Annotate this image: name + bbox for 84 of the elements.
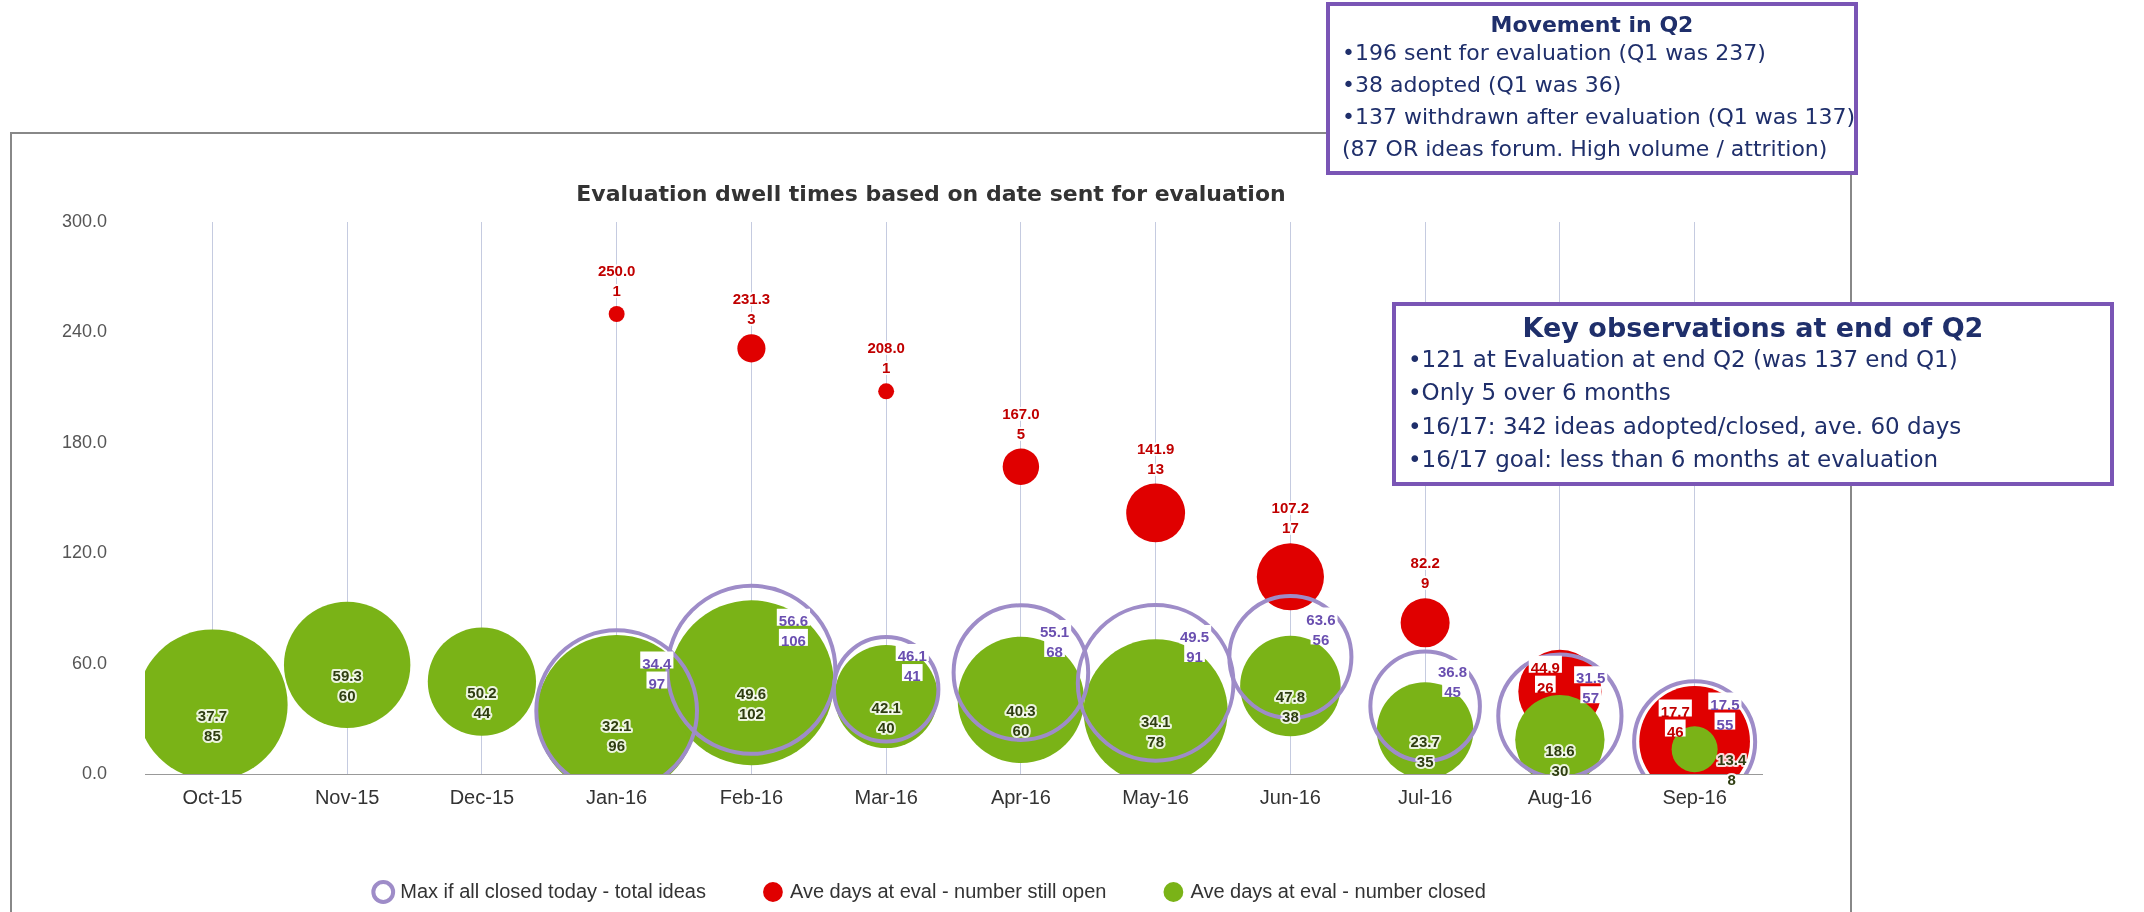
annotation: 1 xyxy=(881,359,891,377)
data-label: 59.3 xyxy=(332,667,362,685)
data-label: 32.1 xyxy=(602,717,632,735)
data-label: 250.0 xyxy=(597,262,636,280)
x-tick-label: Apr-16 xyxy=(990,785,1051,808)
data-label: 167.0 xyxy=(1002,404,1040,422)
y-tick-label: 300.0 xyxy=(62,210,108,231)
annotation: 35 xyxy=(1416,752,1434,770)
data-label: 56.6 xyxy=(778,612,808,629)
annotation: 9 xyxy=(1420,574,1430,592)
annotation: 91 xyxy=(1186,648,1203,666)
data-label: 107.2 xyxy=(1271,499,1310,517)
annotation: 45 xyxy=(1444,683,1461,701)
data-label: 49.6 xyxy=(736,684,766,702)
annotation: 44 xyxy=(473,703,491,721)
annotation: 38 xyxy=(1282,708,1299,726)
annotation: 97 xyxy=(648,674,666,692)
data-label: 208.0 xyxy=(867,339,905,357)
y-tick-label: 120.0 xyxy=(62,542,108,563)
x-tick-label: Nov-15 xyxy=(314,785,380,808)
data-label: 46.1 xyxy=(897,647,927,665)
chart-title: Evaluation dwell times based on date sent for evaluation xyxy=(576,180,1286,206)
data-label: 18.6 xyxy=(1545,741,1575,759)
legend-label: Ave days at eval - number still open xyxy=(789,879,1107,902)
annotation: 60 xyxy=(1012,721,1030,739)
annotation: 26 xyxy=(1536,678,1554,696)
y-tick-label: 180.0 xyxy=(62,431,108,452)
data-label: 141.9 xyxy=(1136,439,1175,457)
annotation: Key observations at end of Q2 •121 at Evaluation at end Q2 (was 137 end Q1) •Only 5 over 6 months •16/17: 342 ideas adopted/closed, ave. 60 days •16/17 goal: less than 6 months at evaluation xyxy=(1408,312,1985,475)
data-label: 34.1 xyxy=(1141,713,1171,731)
annotation: 17 xyxy=(1282,519,1299,537)
data-label: 47.8 xyxy=(1275,688,1305,706)
data-label: 36.8 xyxy=(1437,663,1468,681)
y-tick-label: 60.0 xyxy=(72,652,108,673)
annotation: 46 xyxy=(1666,722,1684,740)
data-label: 37.7 xyxy=(197,706,228,724)
x-tick-label: Mar-16 xyxy=(854,785,918,808)
annotation: 55 xyxy=(1716,715,1734,733)
annotation: 56 xyxy=(1312,630,1330,648)
legend-label: Ave days at eval - number closed xyxy=(1190,879,1486,902)
data-label: 82.2 xyxy=(1410,554,1440,572)
data-label: 34.4 xyxy=(642,654,673,672)
annotation: 106 xyxy=(780,632,806,649)
y-tick-label: 240.0 xyxy=(62,321,108,342)
data-label: 31.5 xyxy=(1576,669,1606,687)
data-label: 23.7 xyxy=(1410,732,1440,750)
x-tick-label: Jul-16 xyxy=(1397,785,1453,808)
data-label: 17.5 xyxy=(1710,695,1740,713)
annotation: 78 xyxy=(1147,733,1164,751)
annotation: 60 xyxy=(338,687,356,705)
data-label: 17.7 xyxy=(1660,702,1690,720)
x-tick-label: Dec-15 xyxy=(449,785,515,808)
legend-label: Max if all closed today - total ideas xyxy=(400,879,706,902)
annotation: 102 xyxy=(738,704,764,722)
data-label: 63.6 xyxy=(1306,610,1336,628)
x-tick-label: Jun-16 xyxy=(1259,785,1321,808)
annotation: 96 xyxy=(608,737,625,755)
x-tick-label: Feb-16 xyxy=(719,785,784,808)
annotation: 68 xyxy=(1046,643,1063,661)
data-label: 49.5 xyxy=(1179,628,1210,646)
x-tick-label: Jan-16 xyxy=(586,785,648,808)
x-tick-label: May-16 xyxy=(1122,785,1189,808)
data-label: 42.1 xyxy=(871,698,901,716)
annotation: 85 xyxy=(204,726,221,744)
annotation: 5 xyxy=(1016,424,1026,442)
annotation: 41 xyxy=(903,667,921,685)
annotation: 13 xyxy=(1147,459,1164,477)
data-label: 44.9 xyxy=(1530,658,1560,676)
annotation: 8 xyxy=(1727,771,1736,789)
annotation: 3 xyxy=(747,310,756,328)
data-label: 55.1 xyxy=(1039,623,1070,641)
x-tick-label: Aug-16 xyxy=(1527,785,1593,808)
x-tick-label: Oct-15 xyxy=(182,785,243,808)
data-label: 40.3 xyxy=(1006,701,1036,719)
annotation: 1 xyxy=(612,282,621,300)
text-box: Movement in Q2 •196 sent for evaluation (Q1 was 237) •38 adopted (Q1 was 36) •137 withdrawn after evaluation (Q1 was 137) (87 OR ideas forum. High volume / attrition) xyxy=(1326,2,1858,175)
annotation: 57 xyxy=(1582,689,1600,707)
y-tick-label: 0.0 xyxy=(82,762,108,783)
data-label: 231.3 xyxy=(732,290,771,308)
x-tick-label: Sep-16 xyxy=(1662,785,1727,808)
text-box: Key observations at end of Q2 •121 at Evaluation at end Q2 (was 137 end Q1) •Only 5 over 6 months •16/17: 342 ideas adopted/closed, ave. 60 days •16/17 goal: less than 6 months at evaluation xyxy=(1392,302,2114,487)
annotation: 40 xyxy=(877,718,895,736)
data-label: 50.2 xyxy=(467,683,497,701)
data-label: 13.4 xyxy=(1717,751,1747,769)
